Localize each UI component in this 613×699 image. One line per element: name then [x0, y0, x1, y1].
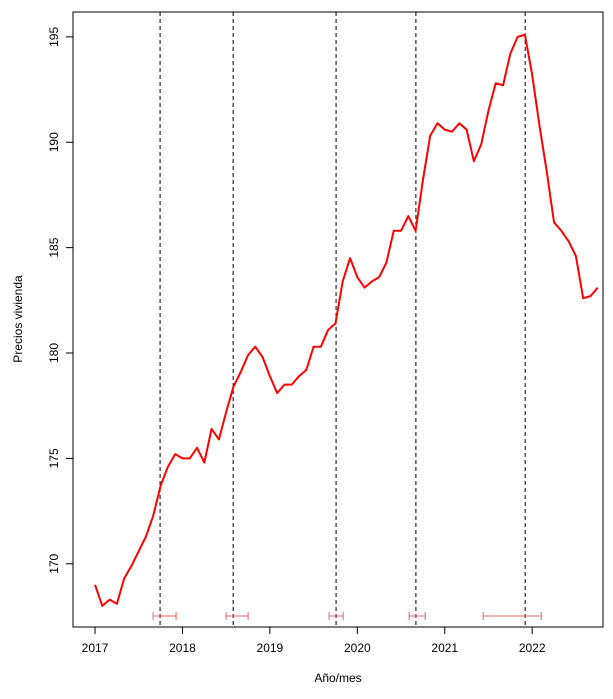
y-tick-label: 185 [47, 237, 61, 257]
x-tick-label: 2020 [344, 641, 371, 655]
x-tick-label: 2017 [82, 641, 109, 655]
x-axis-label: Año/mes [314, 671, 361, 685]
data-line [94, 33, 599, 607]
y-tick-label: 170 [47, 553, 61, 573]
y-axis-label: Precios vivienda [11, 275, 25, 363]
y-tick-label: 190 [47, 132, 61, 152]
y-tick-label: 180 [47, 343, 61, 363]
x-tick-label: 2022 [519, 641, 546, 655]
x-tick-label: 2018 [169, 641, 196, 655]
y-tick-label: 175 [47, 448, 61, 468]
plot-frame [72, 11, 604, 628]
x-tick-label: 2021 [431, 641, 458, 655]
y-tick-label: 195 [47, 27, 61, 47]
x-tick-label: 2019 [257, 641, 284, 655]
